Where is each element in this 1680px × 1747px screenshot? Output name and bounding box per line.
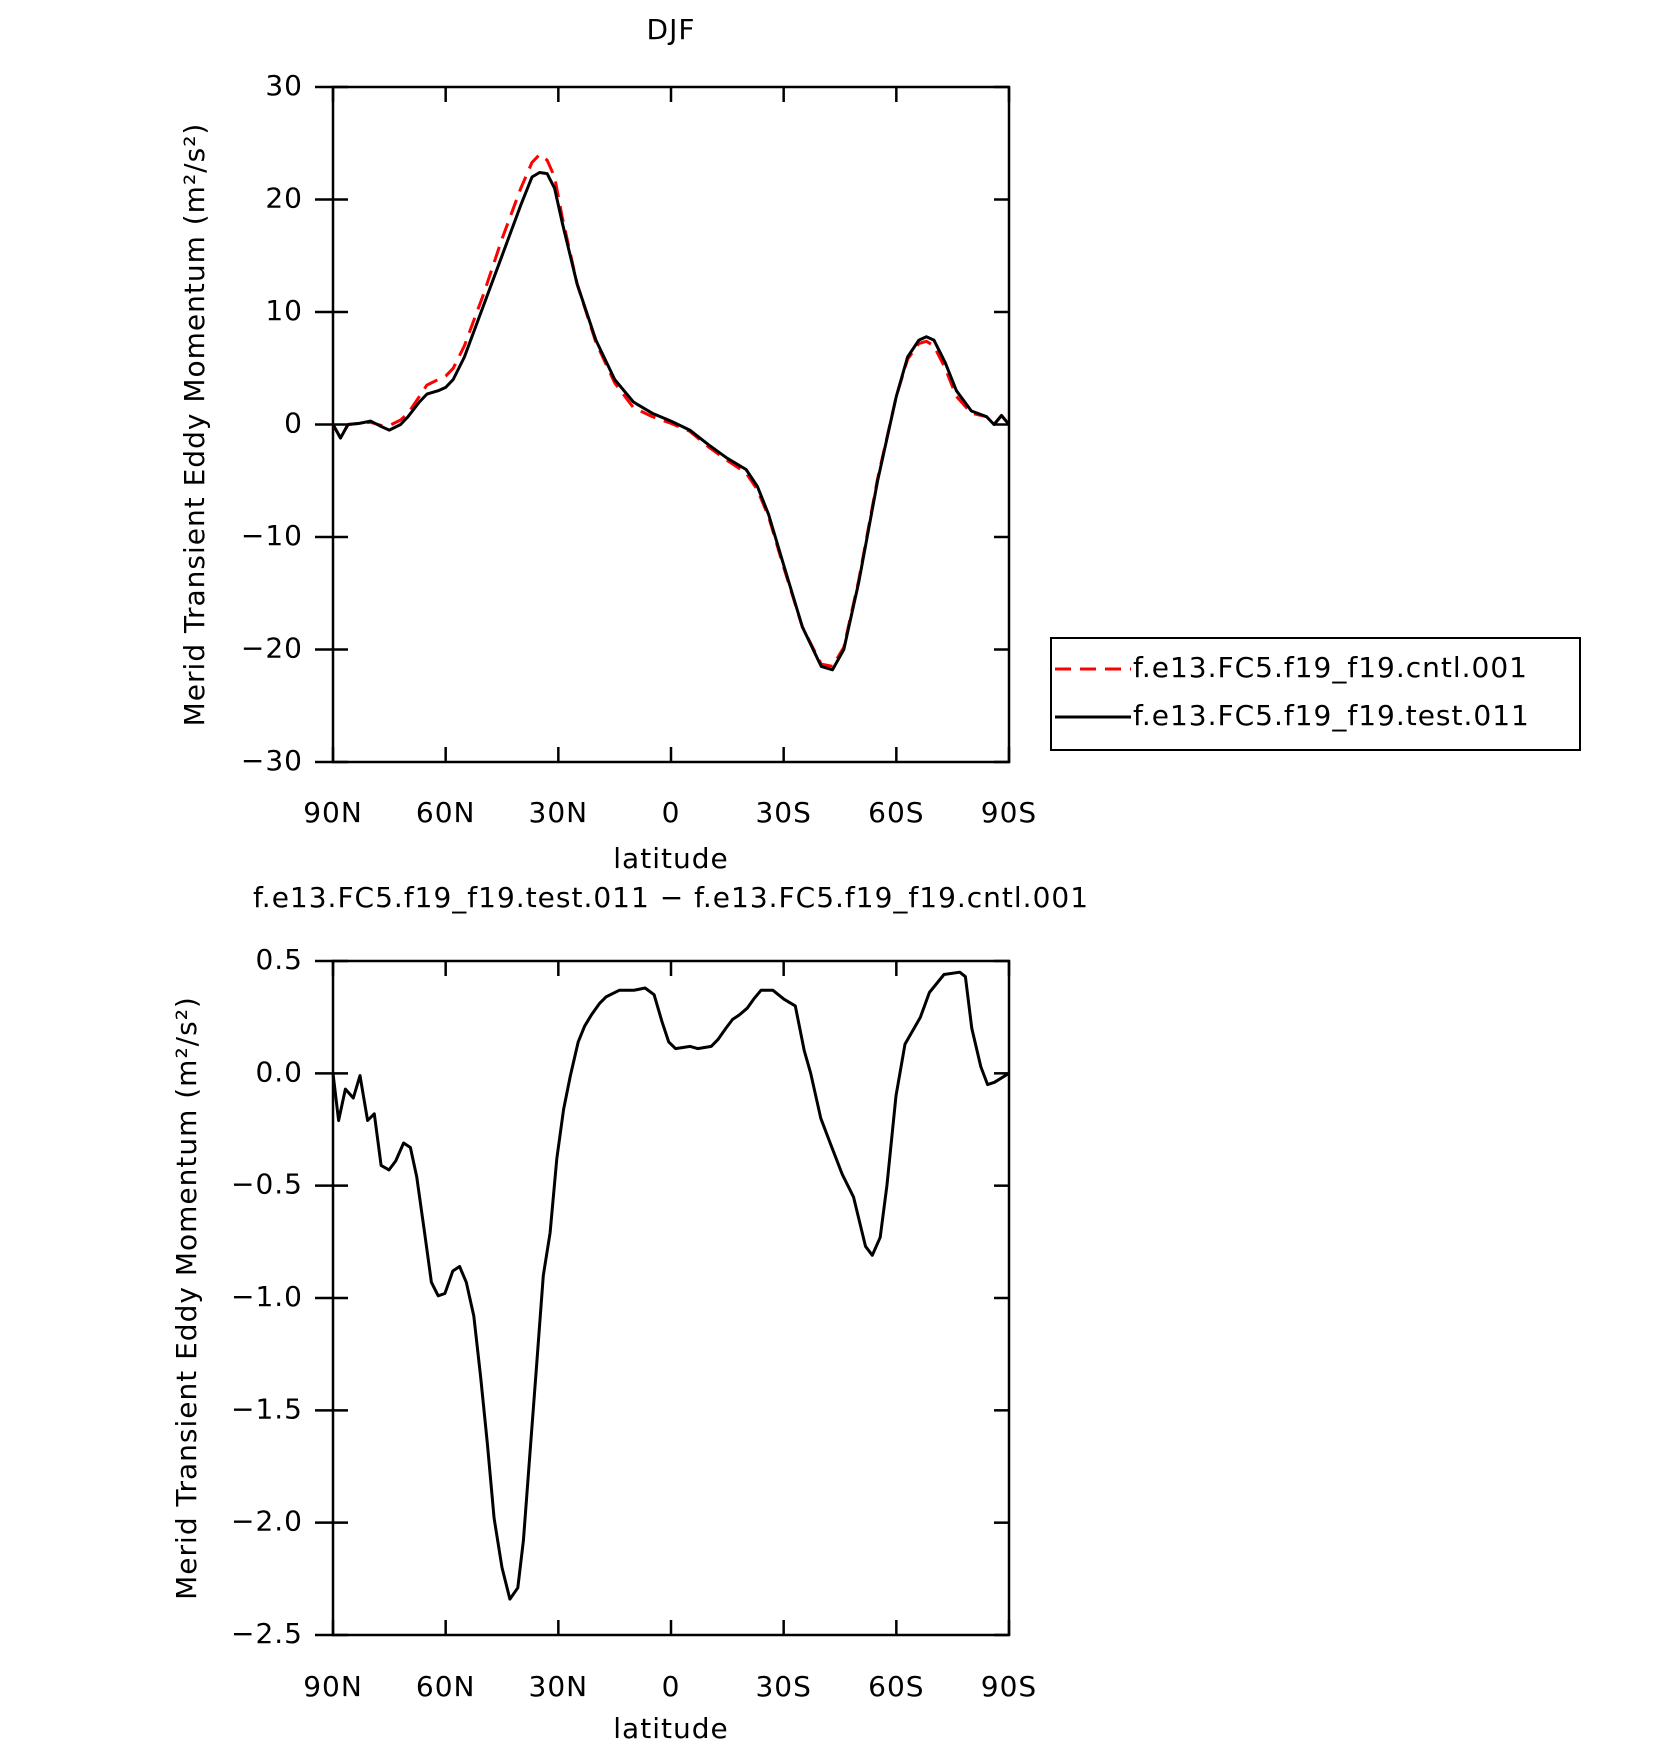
y-tick-label: 20: [265, 182, 303, 215]
y-tick-label: 0.0: [255, 1055, 303, 1088]
y-tick-label: −0.5: [231, 1168, 303, 1201]
x-tick-label: 60N: [416, 1670, 476, 1703]
x-tick-label: 30N: [529, 796, 589, 829]
y-tick-label: −1.5: [231, 1392, 303, 1425]
x-tick-label: 0: [662, 796, 681, 829]
x-tick-label: 90N: [303, 796, 363, 829]
y-tick-label: −1.0: [231, 1280, 303, 1313]
x-tick-label: 30S: [755, 796, 811, 829]
x-tick-label: 30N: [529, 1670, 589, 1703]
y-tick-label: 30: [265, 69, 303, 102]
y-tick-label: −20: [241, 632, 303, 665]
y-tick-label: −10: [241, 519, 303, 552]
y-tick-label: −2.5: [231, 1617, 303, 1650]
legend-label: f.e13.FC5.f19_f19.test.011: [1133, 699, 1530, 732]
y-axis-label: Merid Transient Eddy Momentum (m²/s²): [170, 996, 203, 1600]
x-tick-label: 30S: [755, 1670, 811, 1703]
x-tick-label: 90S: [981, 1670, 1037, 1703]
plot-frame: [331, 959, 1011, 1637]
x-axis-label: latitude: [613, 1712, 728, 1745]
x-tick-label: 90N: [303, 1670, 363, 1703]
x-tick-label: 60S: [868, 1670, 924, 1703]
data-line: [331, 970, 1010, 1601]
x-tick-label: 60N: [416, 796, 476, 829]
y-axis-label: Merid Transient Eddy Momentum (m²/s²): [178, 123, 211, 727]
chart-title: f.e13.FC5.f19_f19.test.011 − f.e13.FC5.f…: [253, 881, 1089, 914]
y-tick-label: 0: [284, 407, 303, 440]
y-tick-label: 10: [265, 294, 303, 327]
x-tick-label: 60S: [868, 796, 924, 829]
data-line: [331, 171, 1011, 672]
x-axis-label: latitude: [613, 842, 728, 875]
chart-title: DJF: [647, 13, 696, 46]
legend-label: f.e13.FC5.f19_f19.cntl.001: [1133, 651, 1528, 684]
data-line: [331, 153, 1011, 668]
y-tick-label: −2.0: [231, 1505, 303, 1538]
y-tick-label: 0.5: [255, 943, 303, 976]
x-tick-label: 0: [662, 1670, 681, 1703]
legend-box: [1050, 637, 1581, 751]
y-tick-label: −30: [241, 744, 303, 777]
x-tick-label: 90S: [981, 796, 1037, 829]
